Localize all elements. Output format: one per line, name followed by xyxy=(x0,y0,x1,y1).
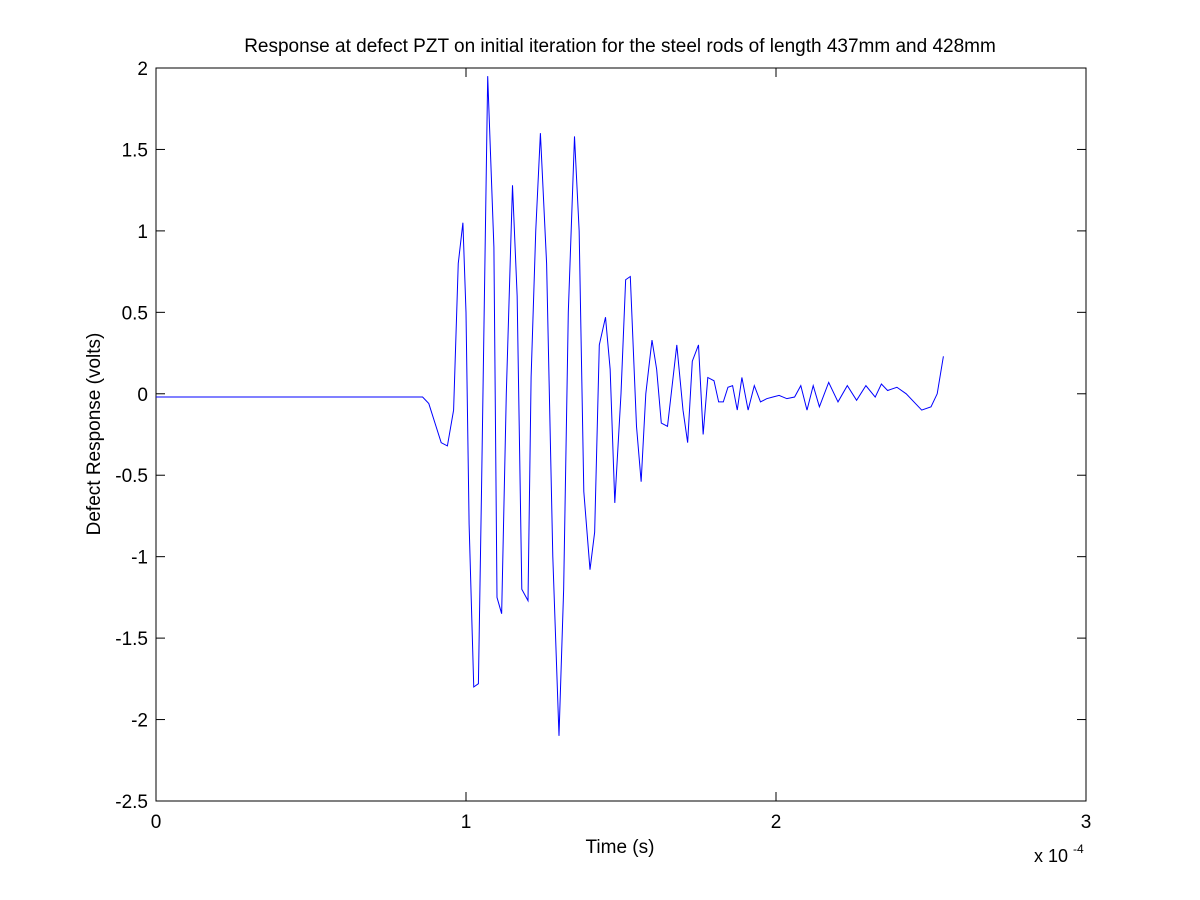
x-tick-label: 1 xyxy=(461,812,472,833)
y-tick-label: 0.5 xyxy=(122,303,148,324)
x-axis-multiplier-base: x 10 xyxy=(1034,846,1068,866)
plot-area xyxy=(155,67,1087,802)
series-line-defect-response xyxy=(156,76,944,736)
y-tick-label: 1.5 xyxy=(122,140,148,161)
x-axis-multiplier: x 10 -4 xyxy=(1034,842,1084,866)
y-tick-label: -1.5 xyxy=(115,629,148,650)
x-axis-tick-labels: 0 1 2 3 xyxy=(151,812,1092,833)
x-tick-label: 2 xyxy=(771,812,782,833)
y-axis-title: Defect Response (volts) xyxy=(84,333,105,536)
y-tick-label: 2 xyxy=(137,59,148,80)
axis-ticks xyxy=(155,67,1087,802)
x-tick-label: 0 xyxy=(151,812,162,833)
x-axis-multiplier-exponent: -4 xyxy=(1073,842,1084,856)
y-tick-label: 0 xyxy=(137,385,148,406)
y-axis-tick-labels: -2.5 -2 -1.5 -1 -0.5 0 0.5 1 1.5 2 xyxy=(115,59,148,813)
y-tick-label: -2 xyxy=(131,711,148,732)
y-tick-label: -1 xyxy=(131,548,148,569)
y-tick-label: 1 xyxy=(137,222,148,243)
x-axis-title: Time (s) xyxy=(586,837,655,858)
y-tick-label: -0.5 xyxy=(115,466,148,487)
y-tick-label: -2.5 xyxy=(115,792,148,813)
chart-title: Response at defect PZT on initial iterat… xyxy=(244,36,996,57)
x-tick-label: 3 xyxy=(1081,812,1092,833)
